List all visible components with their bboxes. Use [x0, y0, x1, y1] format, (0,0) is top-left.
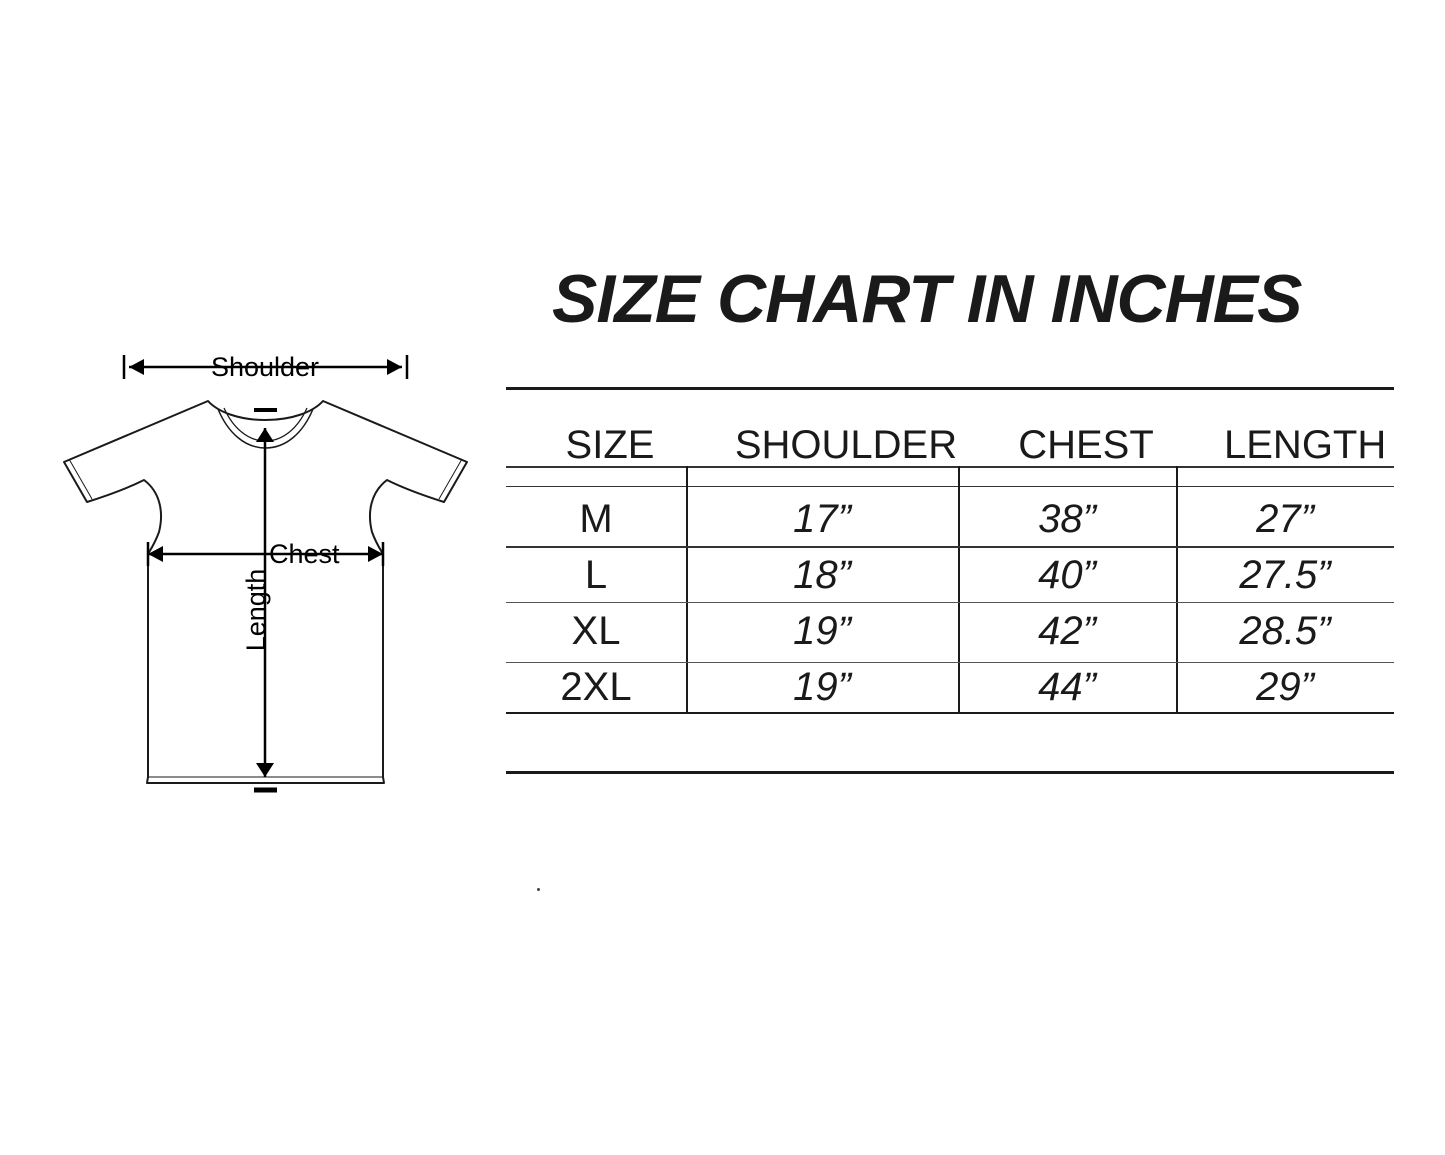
svg-text:Chest: Chest: [269, 539, 340, 569]
svg-text:Length: Length: [241, 569, 271, 652]
svg-text:Shoulder: Shoulder: [211, 352, 319, 382]
